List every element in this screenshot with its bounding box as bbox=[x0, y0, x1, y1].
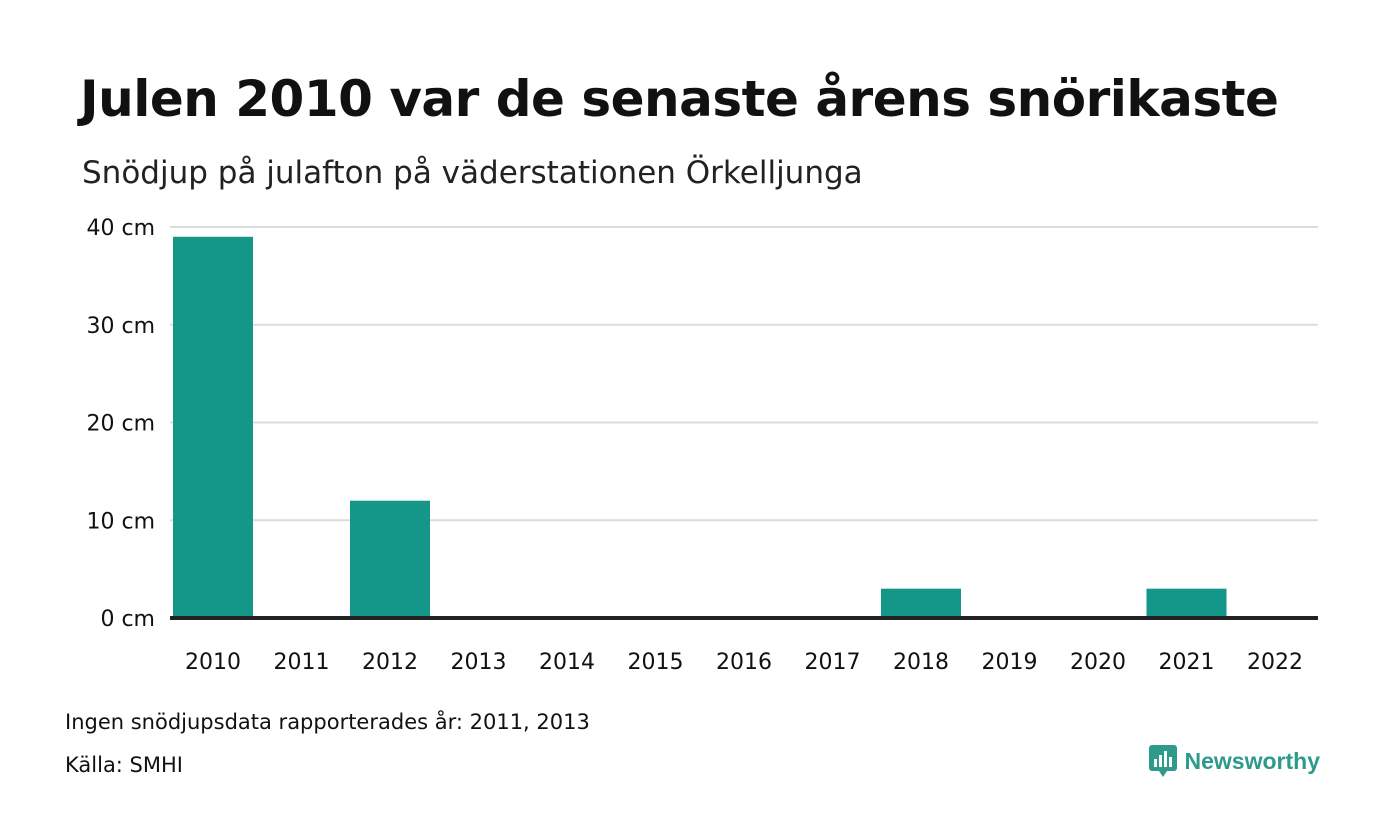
bars bbox=[173, 236, 1227, 618]
bar-2012 bbox=[350, 500, 430, 618]
y-tick-label: 20 cm bbox=[86, 412, 155, 437]
source-note: Källa: SMHI bbox=[65, 753, 183, 777]
x-tick-label: 2010 bbox=[185, 650, 241, 675]
x-tick-label: 2016 bbox=[716, 650, 772, 675]
x-tick-label: 2012 bbox=[362, 650, 418, 675]
x-tick-label: 2017 bbox=[805, 650, 861, 675]
x-tick-label: 2018 bbox=[893, 650, 949, 675]
newsworthy-brand: Newsworthy bbox=[1148, 745, 1320, 777]
brand-name: Newsworthy bbox=[1184, 747, 1320, 774]
x-tick-label: 2013 bbox=[451, 650, 507, 675]
x-tick-label: 2021 bbox=[1159, 650, 1215, 675]
y-tick-label: 0 cm bbox=[100, 607, 155, 632]
y-tick-label: 30 cm bbox=[86, 314, 155, 339]
x-tick-label: 2020 bbox=[1070, 650, 1126, 675]
x-tick-label: 2022 bbox=[1247, 650, 1303, 675]
x-axis-tick-labels: 2010 2011 2012 2013 2014 2015 2016 2017 2018 2019… bbox=[185, 650, 1303, 675]
bar-2010 bbox=[173, 236, 253, 618]
gridlines bbox=[170, 226, 1318, 522]
missing-data-note: Ingen snödjupsdata rapporterades år: 201… bbox=[65, 710, 590, 734]
bar-2021 bbox=[1146, 588, 1227, 618]
y-tick-label: 10 cm bbox=[86, 509, 155, 534]
newsworthy-logo-icon bbox=[1148, 745, 1177, 777]
x-tick-label: 2011 bbox=[274, 650, 330, 675]
x-tick-label: 2014 bbox=[539, 650, 595, 675]
bar-2018 bbox=[881, 588, 961, 618]
y-tick-label: 40 cm bbox=[86, 216, 155, 241]
y-axis-tick-labels: 0 cm 10 cm 20 cm 30 cm 40 cm bbox=[86, 216, 155, 632]
x-tick-label: 2019 bbox=[982, 650, 1038, 675]
chart-subtitle: Snödjup på julafton på väderstationen Ör… bbox=[82, 155, 863, 191]
chart-title: Julen 2010 var de senaste årens snörikas… bbox=[80, 70, 1279, 128]
x-tick-label: 2015 bbox=[628, 650, 684, 675]
